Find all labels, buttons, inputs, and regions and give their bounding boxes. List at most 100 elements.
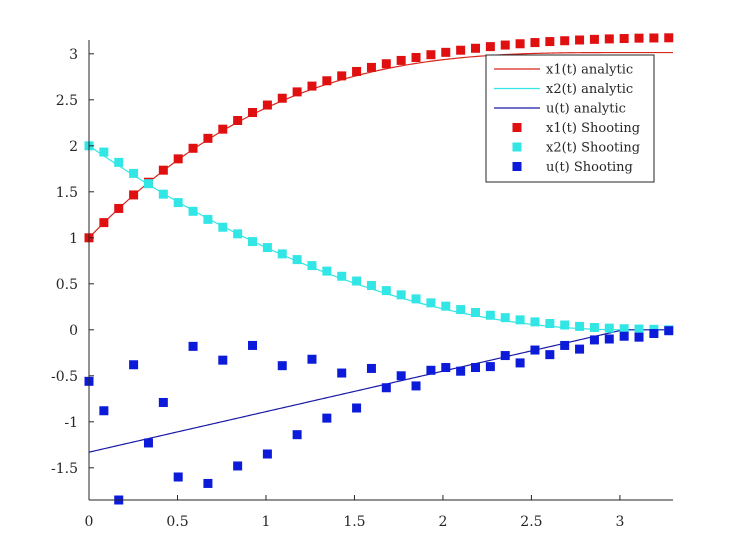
y-tick-label: 0 — [69, 323, 78, 339]
x2-shooting-marker — [485, 310, 495, 320]
u-shooting-marker — [158, 397, 168, 407]
x-tick-label: 3 — [615, 514, 624, 530]
shooting-markers — [84, 33, 674, 505]
u-analytic-line — [88, 329, 673, 453]
legend-marker-swatch — [512, 142, 522, 152]
x2-shooting-marker — [575, 321, 585, 331]
legend-label: x1(t) Shooting — [546, 121, 640, 136]
u-shooting-marker — [619, 331, 629, 341]
legend-label: x2(t) analytic — [546, 82, 633, 97]
u-shooting-marker — [589, 335, 599, 345]
x2-shooting-marker — [366, 280, 376, 290]
u-shooting-marker — [456, 366, 466, 376]
x1-shooting-marker — [366, 62, 376, 72]
x2-shooting-marker — [589, 323, 599, 332]
x1-shooting-marker — [664, 33, 674, 43]
u-shooting-marker — [143, 438, 153, 448]
u-shooting-marker — [352, 403, 362, 413]
x2-shooting-marker — [471, 308, 480, 317]
x1-shooting-marker — [381, 59, 391, 69]
u-shooting-marker — [634, 332, 644, 342]
x-tick-label: 1 — [262, 514, 271, 530]
y-tick-label: 2.5 — [56, 93, 78, 109]
x1-shooting-marker — [619, 34, 629, 44]
x1-shooting-marker — [411, 52, 421, 62]
u-shooting-marker — [485, 362, 495, 372]
x2-shooting-marker — [129, 168, 139, 178]
u-shooting-marker — [203, 478, 213, 488]
x2-shooting-marker — [233, 229, 243, 239]
y-tick-label: 3 — [69, 47, 78, 63]
x2-shooting-marker — [99, 147, 109, 157]
x1-shooting-marker — [515, 39, 525, 49]
u-shooting-marker — [575, 344, 585, 354]
x1-shooting-marker — [322, 76, 332, 86]
x2-shooting-marker — [248, 237, 258, 247]
x1-shooting-marker — [485, 42, 495, 52]
u-shooting-marker — [411, 381, 421, 391]
x1-shooting-marker — [99, 218, 109, 228]
x2-shooting-marker — [218, 222, 228, 232]
u-shooting-marker — [262, 449, 272, 459]
x1-analytic-line — [88, 51, 673, 239]
x1-shooting-marker — [203, 133, 213, 143]
x1-shooting-marker — [575, 35, 585, 45]
x1-shooting-marker — [396, 55, 406, 65]
x-tick-label: 1.5 — [343, 514, 365, 530]
axes-frame — [88, 40, 673, 501]
x1-shooting-marker — [649, 33, 659, 43]
x1-shooting-marker — [604, 34, 614, 44]
u-shooting-marker — [99, 406, 109, 416]
x1-shooting-marker — [352, 66, 362, 76]
x2-shooting-marker — [604, 323, 614, 333]
x1-shooting-marker — [456, 45, 466, 55]
x2-shooting-marker — [322, 266, 332, 276]
y-tick-label: 1 — [69, 231, 78, 247]
x2-shooting-marker — [530, 317, 540, 327]
x2-shooting-marker — [545, 319, 555, 329]
x-axis-ticks: 0 0.5 1 1.5 2 2.5 3 — [85, 495, 624, 530]
u-shooting-marker — [292, 430, 302, 440]
x1-shooting-marker — [262, 100, 272, 110]
x2-shooting-marker — [262, 243, 272, 253]
x-tick-label: 2.5 — [520, 514, 542, 530]
x2-shooting-marker — [143, 179, 153, 189]
x1-shooting-marker — [471, 43, 480, 53]
u-shooting-marker — [426, 365, 436, 375]
u-shooting-marker — [396, 371, 406, 381]
u-shooting-marker — [218, 355, 228, 365]
x2-shooting-marker — [188, 206, 198, 216]
legend-label: u(t) analytic — [546, 102, 626, 117]
x1-shooting-marker — [634, 33, 644, 43]
x-tick-label: 0.5 — [166, 514, 188, 530]
y-tick-label: 2 — [69, 139, 78, 155]
u-shooting-marker — [307, 354, 317, 364]
legend-label: x1(t) analytic — [546, 63, 633, 78]
x1-shooting-marker — [129, 190, 139, 200]
u-shooting-marker — [471, 363, 480, 373]
x2-shooting-marker — [173, 198, 183, 208]
y-tick-label: -1 — [64, 415, 78, 431]
x1-shooting-marker — [188, 143, 198, 153]
u-shooting-marker — [545, 350, 555, 360]
y-tick-label: 0.5 — [56, 277, 78, 293]
x1-shooting-marker — [158, 165, 168, 175]
x1-shooting-marker — [500, 40, 510, 50]
x1-shooting-marker — [530, 38, 540, 48]
x1-shooting-marker — [292, 87, 302, 97]
u-shooting-marker — [560, 340, 570, 350]
x1-shooting-marker — [589, 34, 599, 44]
u-shooting-marker — [664, 326, 674, 336]
legend-box — [485, 54, 655, 183]
x-tick-label: 0 — [85, 514, 94, 530]
x2-shooting-marker — [307, 261, 317, 271]
u-shooting-marker — [515, 358, 525, 368]
x2-shooting-marker — [114, 157, 124, 167]
x2-shooting-marker — [381, 286, 391, 296]
u-shooting-marker — [381, 383, 391, 393]
x2-shooting-marker — [277, 249, 287, 259]
x2-shooting-marker — [426, 298, 436, 308]
u-shooting-marker — [337, 368, 347, 378]
x1-shooting-marker — [441, 47, 451, 57]
x2-shooting-marker — [560, 320, 570, 330]
